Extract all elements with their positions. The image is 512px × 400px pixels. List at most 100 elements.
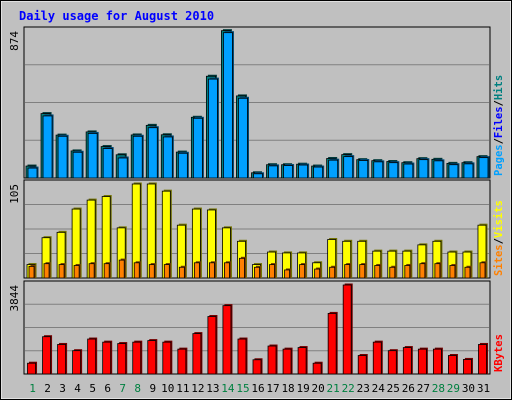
- bar-hits-files: [177, 152, 188, 179]
- legend-separator: /: [493, 138, 505, 144]
- bar-visits-sites: [28, 265, 35, 279]
- bar-hits-files: [42, 115, 53, 179]
- bar-kbytes-kbytes: [237, 338, 247, 375]
- bar-kbytes-kbytes: [402, 347, 412, 375]
- bar-visits-sites: [449, 265, 456, 279]
- bar-hits-files: [283, 165, 293, 179]
- x-label-day-27: 27: [417, 382, 430, 395]
- bar-visits-sites: [163, 264, 170, 279]
- bar-kbytes-kbytes: [72, 350, 82, 375]
- bar-kbytes-kbytes: [478, 344, 487, 375]
- bar-visits-sites: [419, 263, 426, 279]
- bar-visits-sites: [329, 266, 336, 279]
- bar-visits-sites: [389, 266, 396, 279]
- bar-visits-sites: [269, 264, 275, 279]
- x-label-day-28: 28: [432, 382, 445, 395]
- x-label-day-12: 12: [191, 382, 204, 395]
- x-label-day-2: 2: [44, 382, 51, 395]
- bar-hits-files: [207, 78, 218, 179]
- legend-files: Files: [493, 106, 505, 138]
- legend-visits: Visits: [493, 200, 505, 238]
- panel-kbytes-legend: KBytes: [493, 334, 505, 372]
- x-label-day-6: 6: [104, 382, 111, 395]
- bar-kbytes-kbytes: [282, 348, 292, 375]
- bar-visits-sites: [374, 265, 381, 279]
- bar-visits-sites: [133, 262, 140, 279]
- panel-kbytes: 3844 KBytes: [8, 280, 505, 375]
- x-label-day-22: 22: [342, 382, 355, 395]
- bar-hits-files: [418, 159, 429, 179]
- panel-visits: 105 Sites/Visits: [8, 179, 505, 279]
- bar-hits-files: [72, 151, 83, 179]
- bar-hits-files: [403, 163, 414, 179]
- bar-visits-sites: [208, 262, 215, 279]
- x-label-day-15: 15: [236, 382, 249, 395]
- bar-hits-files: [238, 97, 248, 179]
- bar-hits-files: [27, 167, 38, 179]
- bar-kbytes-kbytes: [252, 359, 262, 375]
- legend-kbytes: KBytes: [493, 334, 505, 372]
- legend-separator: /: [493, 100, 505, 106]
- bar-visits-sites: [58, 264, 65, 279]
- bar-kbytes-kbytes: [132, 341, 142, 375]
- bar-visits-sites: [239, 257, 245, 279]
- bar-hits-files: [463, 163, 474, 179]
- bar-hits-files: [223, 32, 233, 179]
- chart-title: Daily usage for August 2010: [19, 9, 214, 23]
- bar-hits-files: [268, 165, 278, 179]
- bar-kbytes-kbytes: [357, 355, 367, 375]
- x-label-day-19: 19: [296, 382, 309, 395]
- bar-visits-sites: [88, 263, 95, 279]
- bar-visits-sites: [118, 259, 125, 279]
- bar-hits-files: [448, 164, 459, 179]
- bar-kbytes-kbytes: [102, 341, 112, 375]
- panel-kbytes-ymax-label: 3844: [8, 285, 21, 312]
- x-label-day-11: 11: [176, 382, 189, 395]
- bar-kbytes-kbytes: [432, 348, 442, 375]
- x-label-day-24: 24: [372, 382, 386, 395]
- panel-hits-legend: Pages/Files/Hits: [493, 75, 505, 176]
- x-label-day-20: 20: [312, 382, 325, 395]
- bar-visits-sites: [359, 264, 366, 279]
- bar-hits-files: [433, 160, 444, 179]
- bar-hits-files: [388, 162, 399, 179]
- bar-kbytes-kbytes: [222, 305, 232, 375]
- bar-kbytes-kbytes: [87, 338, 97, 375]
- x-label-day-9: 9: [149, 382, 156, 395]
- bar-kbytes-kbytes: [162, 341, 172, 375]
- bar-visits-sites: [404, 265, 411, 279]
- bar-visits-sites: [344, 264, 351, 279]
- x-label-day-16: 16: [251, 382, 264, 395]
- bar-visits-sites: [464, 266, 471, 279]
- bar-hits-files: [162, 136, 173, 179]
- chart-panels: 874Pages/Files/Hits105Sites/Visits3844KB…: [8, 26, 505, 375]
- bar-hits-files: [192, 117, 203, 179]
- x-label-day-21: 21: [327, 382, 340, 395]
- bar-hits-files: [343, 156, 354, 179]
- bar-hits-files: [313, 166, 324, 179]
- bar-visits-sites: [73, 265, 80, 279]
- bar-kbytes-kbytes: [267, 345, 277, 375]
- bar-kbytes-kbytes: [207, 316, 217, 375]
- panel-visits-ymax-label: 105: [8, 184, 21, 204]
- bar-hits-files: [87, 133, 98, 179]
- bar-hits-files: [253, 173, 263, 179]
- x-label-day-5: 5: [89, 382, 96, 395]
- x-axis-labels: 1 2 3 4 5 6 7 8 9 10 11 12 13 14 15 16 17 18 19 20 21 22 23 24 2…: [29, 382, 490, 395]
- bar-kbytes-kbytes: [177, 348, 187, 375]
- bar-hits-files: [373, 161, 384, 179]
- x-label-day-23: 23: [357, 382, 370, 395]
- x-label-day-14: 14: [221, 382, 235, 395]
- x-label-day-3: 3: [59, 382, 66, 395]
- bar-kbytes-kbytes: [463, 359, 472, 375]
- bar-kbytes-kbytes: [297, 347, 307, 375]
- x-label-day-30: 30: [462, 382, 475, 395]
- bar-visits-sites: [224, 262, 230, 279]
- x-label-day-13: 13: [206, 382, 219, 395]
- bar-hits-files: [298, 164, 309, 179]
- x-label-day-25: 25: [387, 382, 400, 395]
- bar-visits-sites: [479, 262, 486, 279]
- x-label-day-7: 7: [119, 382, 126, 395]
- bar-kbytes-kbytes: [387, 350, 397, 375]
- bar-visits-sites: [148, 264, 155, 279]
